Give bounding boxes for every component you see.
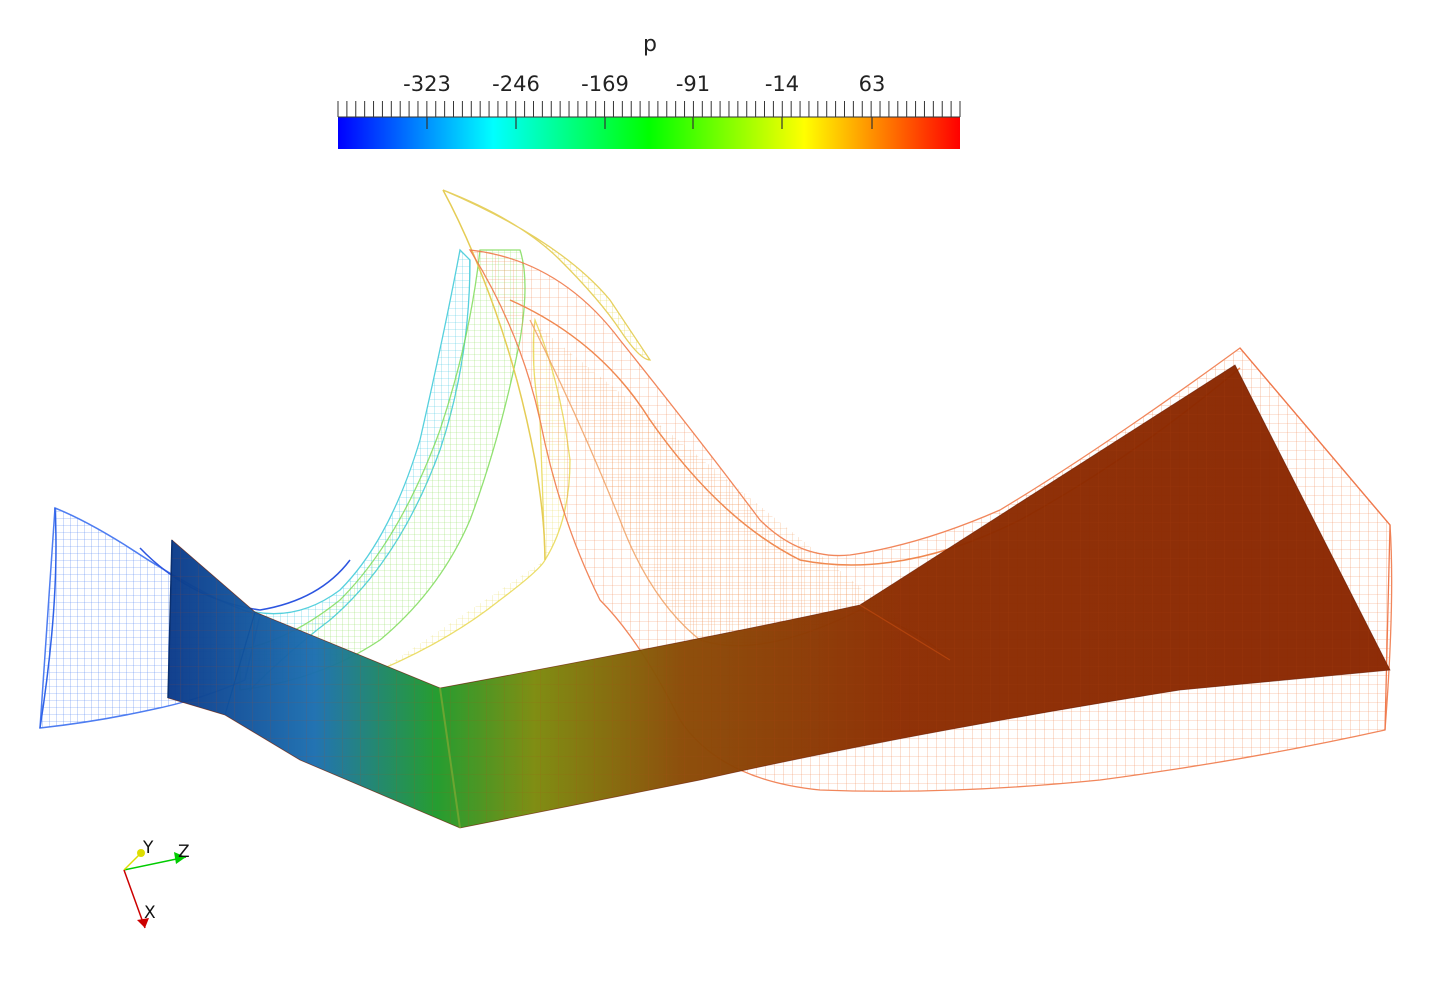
scalar-bar-tick-label: -91 <box>675 72 711 96</box>
scalar-bar-tick-label: -14 <box>764 72 800 96</box>
scalar-bar-ticks <box>337 101 961 129</box>
y-axis-label: Y <box>143 838 154 858</box>
scalar-bar-title: p <box>643 32 657 57</box>
y-axis-line <box>123 852 142 871</box>
y-axis-arrow <box>137 849 145 857</box>
x-axis-arrow <box>137 918 149 928</box>
x-axis-label: X <box>144 903 156 923</box>
solid-passage-surface <box>167 364 1391 829</box>
scalar-bar-tick-label: -169 <box>581 72 629 96</box>
orientation-axes[interactable] <box>123 849 187 929</box>
x-axis-line <box>123 869 146 929</box>
z-axis-label: Z <box>178 842 190 862</box>
scalar-bar-tick-label: -323 <box>403 72 451 96</box>
z-axis-arrow <box>174 852 186 864</box>
scalar-bar <box>337 101 961 149</box>
scalar-bar-tick-label: 63 <box>858 72 886 96</box>
color-ramp <box>338 117 960 149</box>
scalar-bar-tick-label: -246 <box>492 72 540 96</box>
